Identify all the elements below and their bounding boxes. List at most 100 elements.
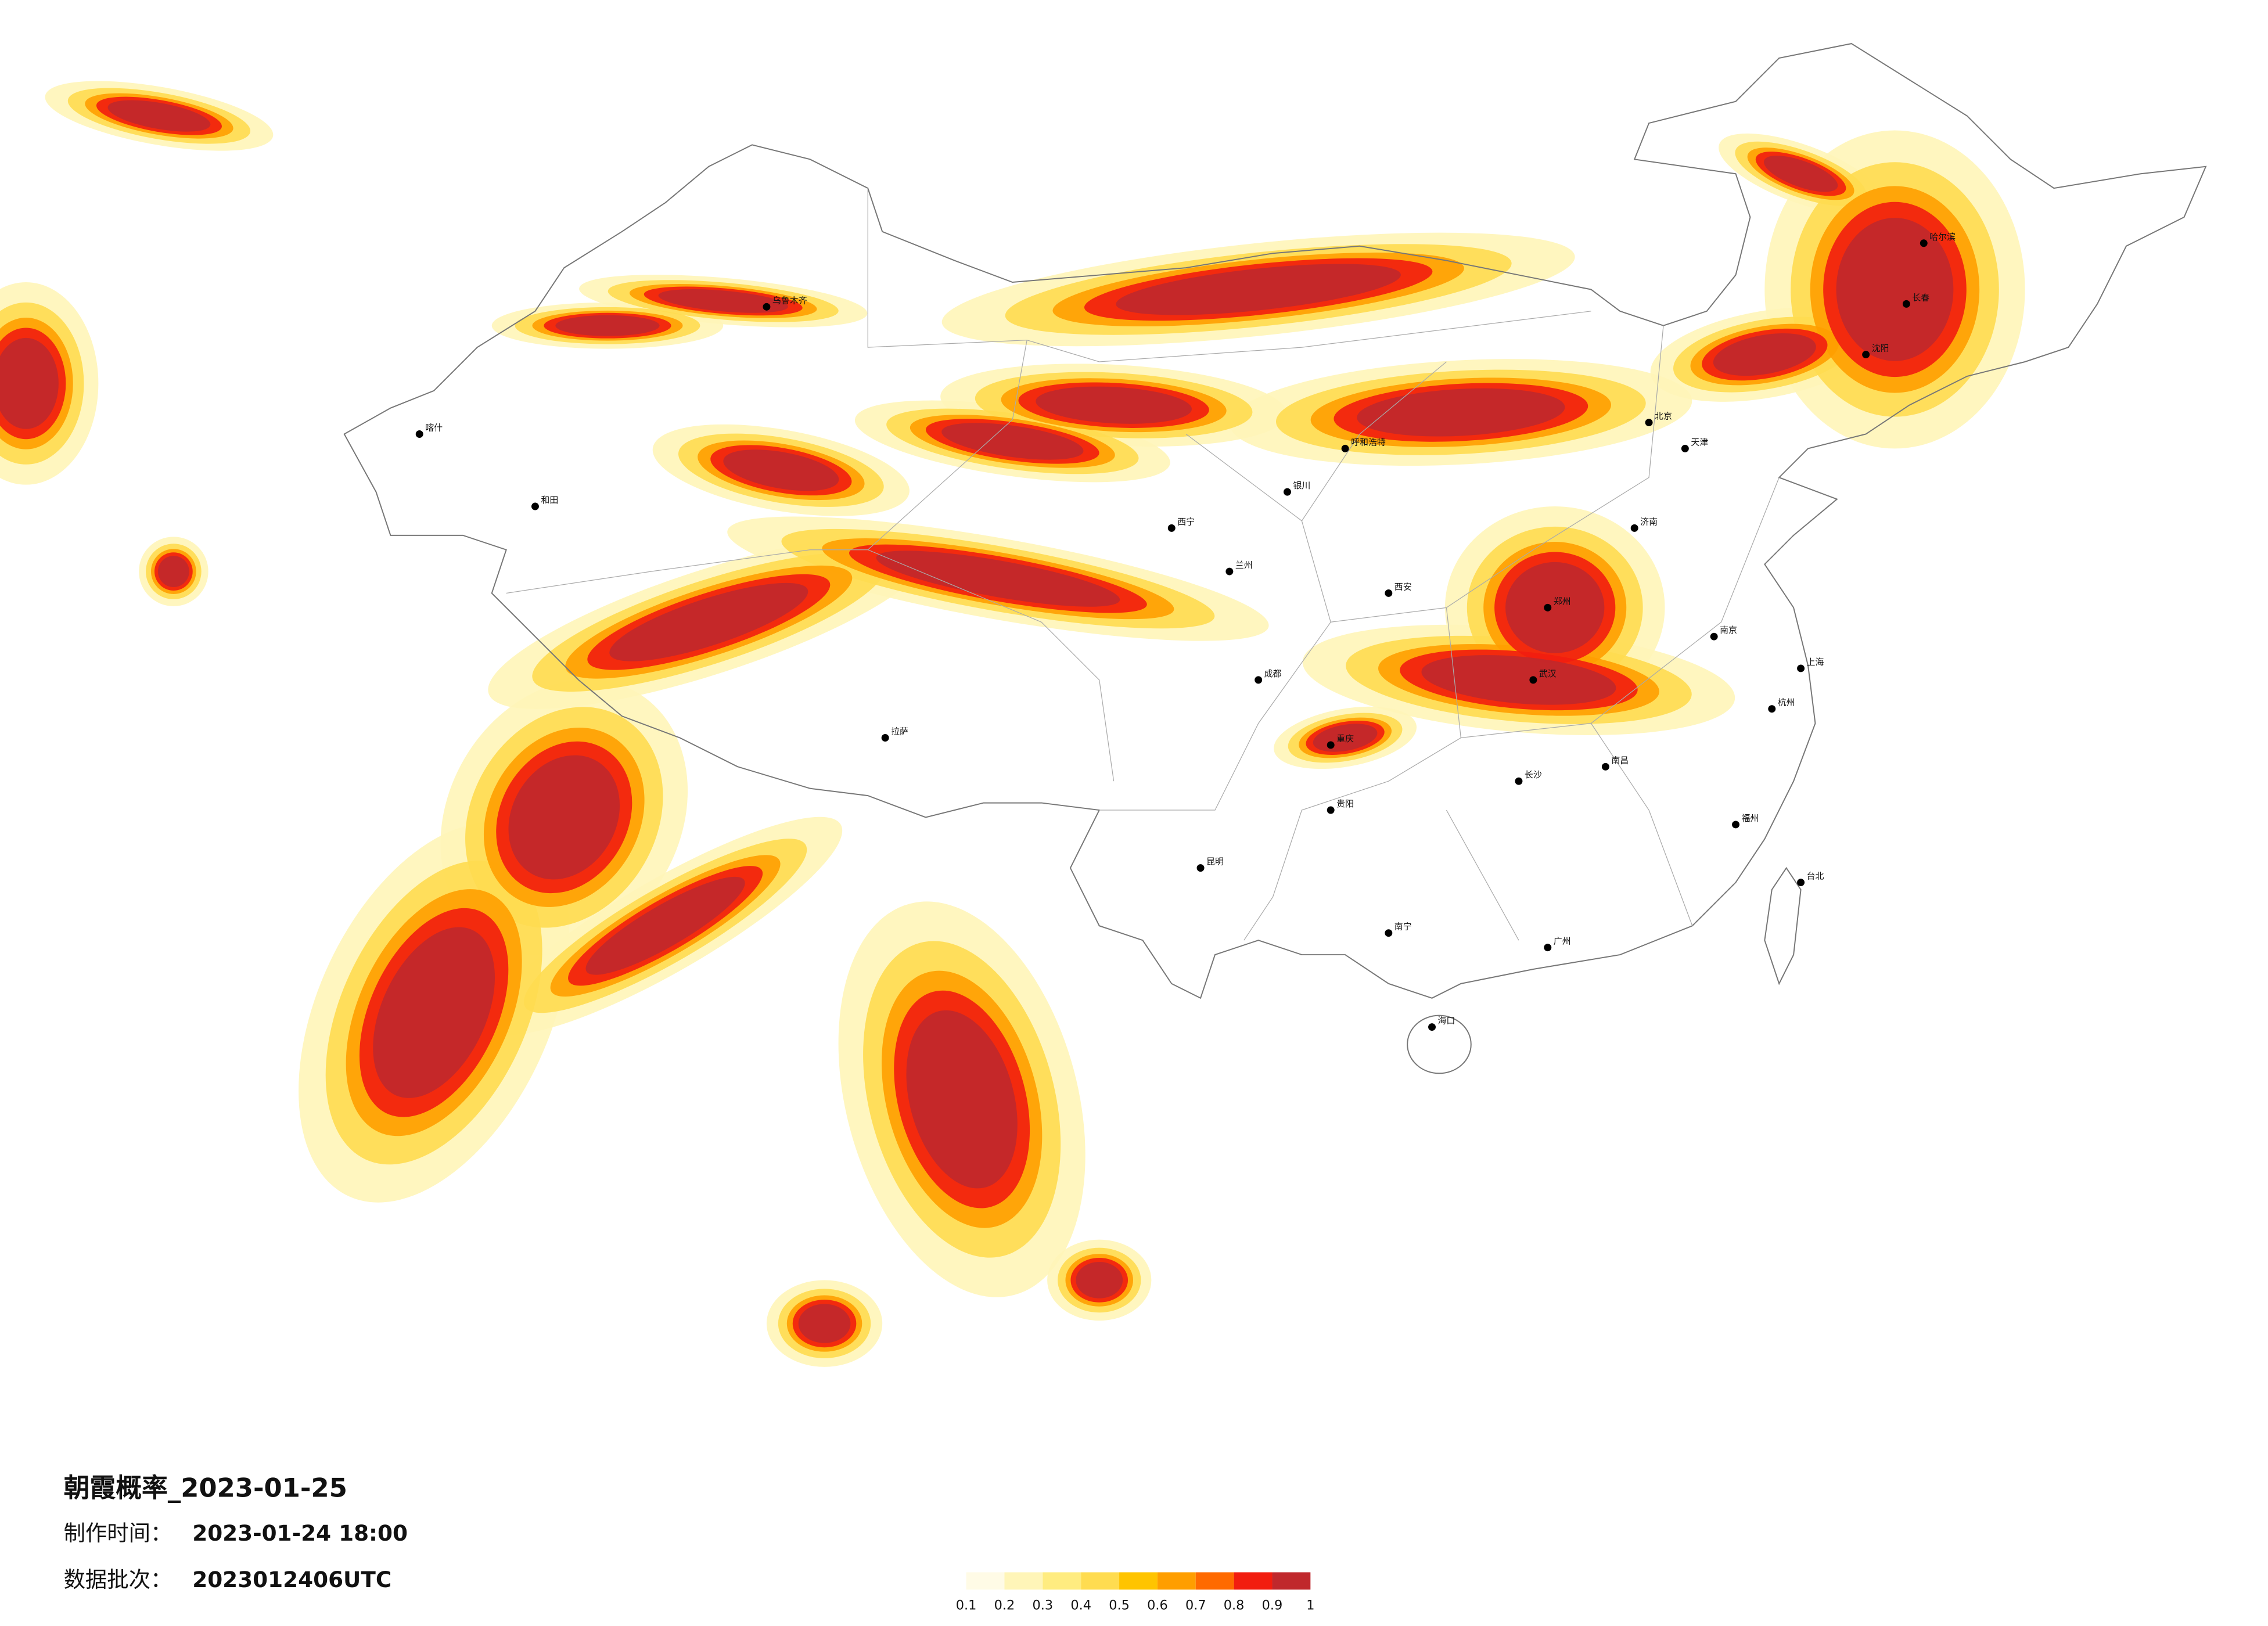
city-dot <box>1797 664 1805 672</box>
city-label: 西安 <box>1394 581 1412 592</box>
city-dot <box>531 502 539 510</box>
city-dot <box>1385 929 1393 937</box>
city-label: 南京 <box>1720 625 1737 635</box>
city-dot <box>1920 239 1928 247</box>
legend-swatch <box>1043 1572 1081 1590</box>
city-dot <box>1255 676 1263 684</box>
probability-region <box>1116 264 1401 315</box>
legend-swatch <box>1272 1572 1311 1590</box>
city-dot <box>415 430 423 438</box>
city-dot <box>1544 944 1552 952</box>
city-label: 杭州 <box>1778 697 1795 708</box>
city-dot <box>1544 603 1552 611</box>
probability-region <box>906 1010 1018 1189</box>
city-label: 成都 <box>1264 668 1282 679</box>
city-label: 昆明 <box>1206 857 1224 867</box>
city-label: 哈尔滨 <box>1929 232 1956 242</box>
legend-swatch <box>1004 1572 1043 1590</box>
city-dot <box>881 734 889 742</box>
city-label: 台北 <box>1807 871 1824 882</box>
city-label: 长春 <box>1912 292 1929 303</box>
city-label: 兰州 <box>1235 560 1253 570</box>
city-dot <box>1225 567 1234 575</box>
city-label: 贵阳 <box>1336 798 1354 809</box>
city-label: 济南 <box>1640 516 1658 527</box>
city-label: 重庆 <box>1336 733 1354 744</box>
probability-region <box>1421 655 1616 705</box>
legend-swatch <box>966 1572 1005 1590</box>
probability-region <box>1036 386 1192 424</box>
taiwan <box>1764 866 1802 985</box>
probability-region <box>723 449 839 491</box>
city-dot <box>1681 444 1689 452</box>
city-label: 海口 <box>1437 1016 1455 1026</box>
probability-region <box>0 337 59 429</box>
legend-tick-label: 0.4 <box>1070 1598 1091 1613</box>
map-title: 朝霞概率_2023-01-25 <box>64 1473 347 1503</box>
probability-region <box>609 582 808 661</box>
city-label: 广州 <box>1554 936 1571 947</box>
probability-region <box>876 551 1120 607</box>
city-label: 福州 <box>1741 813 1759 823</box>
made-time: 2023-01-24 18:00 <box>192 1520 408 1546</box>
city-label: 呼和浩特 <box>1351 437 1386 447</box>
city-dot <box>1645 419 1653 427</box>
city-dot <box>1284 488 1291 496</box>
batch-label: 数据批次： <box>64 1567 172 1592</box>
legend-tick-label: 0.5 <box>1109 1598 1130 1613</box>
probability-region <box>1836 218 1954 361</box>
city-label: 银川 <box>1293 480 1310 491</box>
probability-region <box>798 1304 851 1343</box>
city-dot <box>1601 762 1609 771</box>
probability-region <box>658 289 788 313</box>
city-label: 南宁 <box>1394 922 1412 932</box>
city-dot <box>1797 879 1805 887</box>
city-label: 郑州 <box>1554 596 1571 606</box>
legend: 0.1 0.2 0.3 0.4 0.5 0.6 0.7 0.8 0.9 1 <box>956 1572 1314 1613</box>
probability-region <box>373 927 495 1098</box>
probability-region <box>1076 1262 1123 1298</box>
probability-region <box>585 876 745 975</box>
legend-tick-label: 0.7 <box>1185 1598 1206 1613</box>
city-dot <box>1167 524 1176 532</box>
city-label: 乌鲁木齐 <box>772 295 807 305</box>
city-label: 武汉 <box>1539 668 1557 679</box>
probability-region <box>508 755 620 880</box>
legend-swatch <box>1081 1572 1120 1590</box>
probability-region <box>1713 333 1816 376</box>
city-dot <box>1732 821 1739 829</box>
city-dot <box>1327 741 1335 749</box>
legend-tick-label: 0.9 <box>1262 1598 1283 1613</box>
probability-region <box>1357 388 1565 437</box>
city-label: 北京 <box>1655 411 1672 422</box>
city-dot <box>1327 806 1335 814</box>
city-dot <box>1341 444 1349 452</box>
hainan <box>1407 1015 1472 1074</box>
city-dot <box>1902 300 1910 308</box>
probability-field <box>0 81 2025 1367</box>
city-label: 西宁 <box>1177 516 1195 527</box>
legend-tick-label: 1 <box>1306 1598 1314 1613</box>
city-dot <box>1768 705 1776 713</box>
probability-region <box>941 423 1084 460</box>
city-dot <box>1428 1023 1436 1031</box>
city-dot <box>763 303 771 311</box>
city-label: 喀什 <box>425 423 443 433</box>
legend-tick-label: 0.6 <box>1147 1598 1168 1613</box>
country-outline <box>343 43 2207 1074</box>
city-label: 天津 <box>1691 437 1708 447</box>
city-label: 长沙 <box>1525 769 1542 780</box>
probability-region <box>107 100 211 132</box>
legend-swatch <box>1195 1572 1234 1590</box>
city-dot <box>1196 864 1205 872</box>
probability-region <box>1763 156 1838 192</box>
city-dot <box>1630 524 1638 532</box>
probability-region <box>555 315 660 336</box>
city-label: 和田 <box>541 495 558 505</box>
made-label: 制作时间： <box>64 1520 172 1546</box>
city-dot <box>1710 632 1718 641</box>
city-dot <box>1515 777 1523 785</box>
